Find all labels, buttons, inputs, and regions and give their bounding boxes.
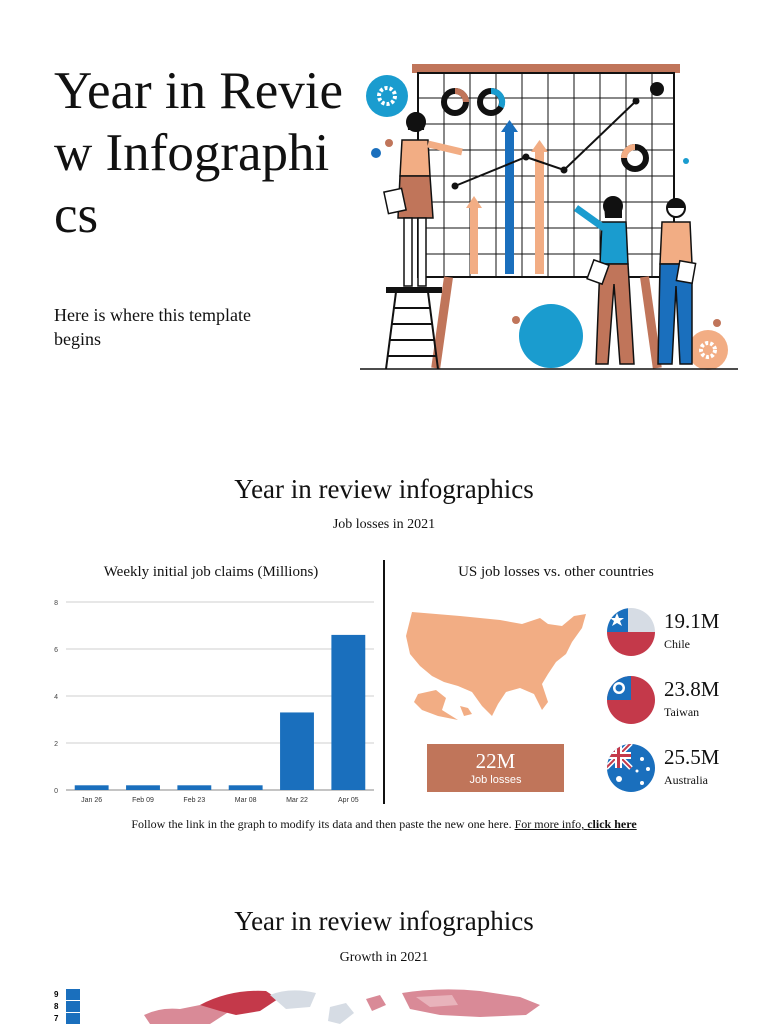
hero-subtitle: Here is where this template begins <box>54 305 251 349</box>
footnote: Follow the link in the graph to modify i… <box>0 817 768 832</box>
x-tick-label: Mar 08 <box>235 797 257 804</box>
scale-label: 8 <box>54 1002 59 1011</box>
country-value: 25.5M <box>664 745 720 769</box>
world-growth-map <box>144 989 540 1024</box>
country-chile: 19.1M Chile <box>606 607 766 659</box>
bar[interactable] <box>177 785 212 790</box>
scale-label: 9 <box>54 990 59 999</box>
growth-scale-legend: 9 8 7 <box>54 989 80 1024</box>
country-name: Chile <box>664 637 690 651</box>
bar[interactable] <box>126 785 160 790</box>
country-name: Australia <box>664 773 708 787</box>
more-info-link[interactable]: For more info, click here <box>515 817 637 831</box>
job-claims-bar-chart[interactable]: 0 2 4 6 8 Jan 26 Feb 09 Feb 23 Mar 08 Mar 22 Apr … <box>48 592 380 806</box>
bar[interactable] <box>280 712 314 790</box>
bar[interactable] <box>74 785 109 790</box>
x-tick-label: Apr 05 <box>338 797 359 804</box>
y-tick-label: 4 <box>54 694 58 701</box>
x-tick-label: Feb 23 <box>183 797 205 804</box>
click-here-link[interactable]: click here <box>587 817 637 831</box>
us-job-losses-label: Job losses <box>469 774 522 786</box>
us-map <box>406 612 586 720</box>
country-value: 23.8M <box>664 677 720 701</box>
business-team-illustration <box>360 64 738 370</box>
taiwan-flag-icon <box>607 676 655 724</box>
country-australia: 25.5M Australia <box>606 743 766 795</box>
bar[interactable] <box>331 634 366 790</box>
y-tick-label: 8 <box>54 600 58 607</box>
section-divider <box>383 560 385 804</box>
countries-title: US job losses vs. other countries <box>458 564 654 580</box>
jobs-section-subtitle: Job losses in 2021 <box>332 517 436 532</box>
bar[interactable] <box>228 785 263 790</box>
growth-section-title: Year in review infographics <box>234 906 534 936</box>
x-tick-label: Mar 22 <box>286 797 308 804</box>
chile-flag-icon <box>607 608 655 656</box>
country-taiwan: 23.8M Taiwan <box>606 675 766 727</box>
x-tick-label: Jan 26 <box>81 797 102 804</box>
more-info-prefix[interactable]: For more info, <box>514 817 588 831</box>
y-tick-label: 0 <box>54 788 58 795</box>
jobs-section-title: Year in review infographics <box>234 474 534 504</box>
australia-flag-icon <box>607 744 655 792</box>
footnote-text: Follow the link in the graph to modify i… <box>131 817 512 831</box>
growth-section-subtitle: Growth in 2021 <box>339 950 429 965</box>
scale-label: 7 <box>54 1014 59 1023</box>
chart-title[interactable]: Weekly initial job claims (Millions) <box>103 564 319 580</box>
country-value: 19.1M <box>664 609 720 633</box>
y-tick-label: 2 <box>54 741 58 748</box>
us-job-losses-value: 22M <box>475 749 516 773</box>
country-name: Taiwan <box>664 705 700 719</box>
y-tick-label: 6 <box>54 647 58 654</box>
us-job-losses-box: 22M Job losses <box>427 744 564 792</box>
x-tick-label: Feb 09 <box>132 797 154 804</box>
hero-title: Year in Review Infographics <box>54 62 344 244</box>
